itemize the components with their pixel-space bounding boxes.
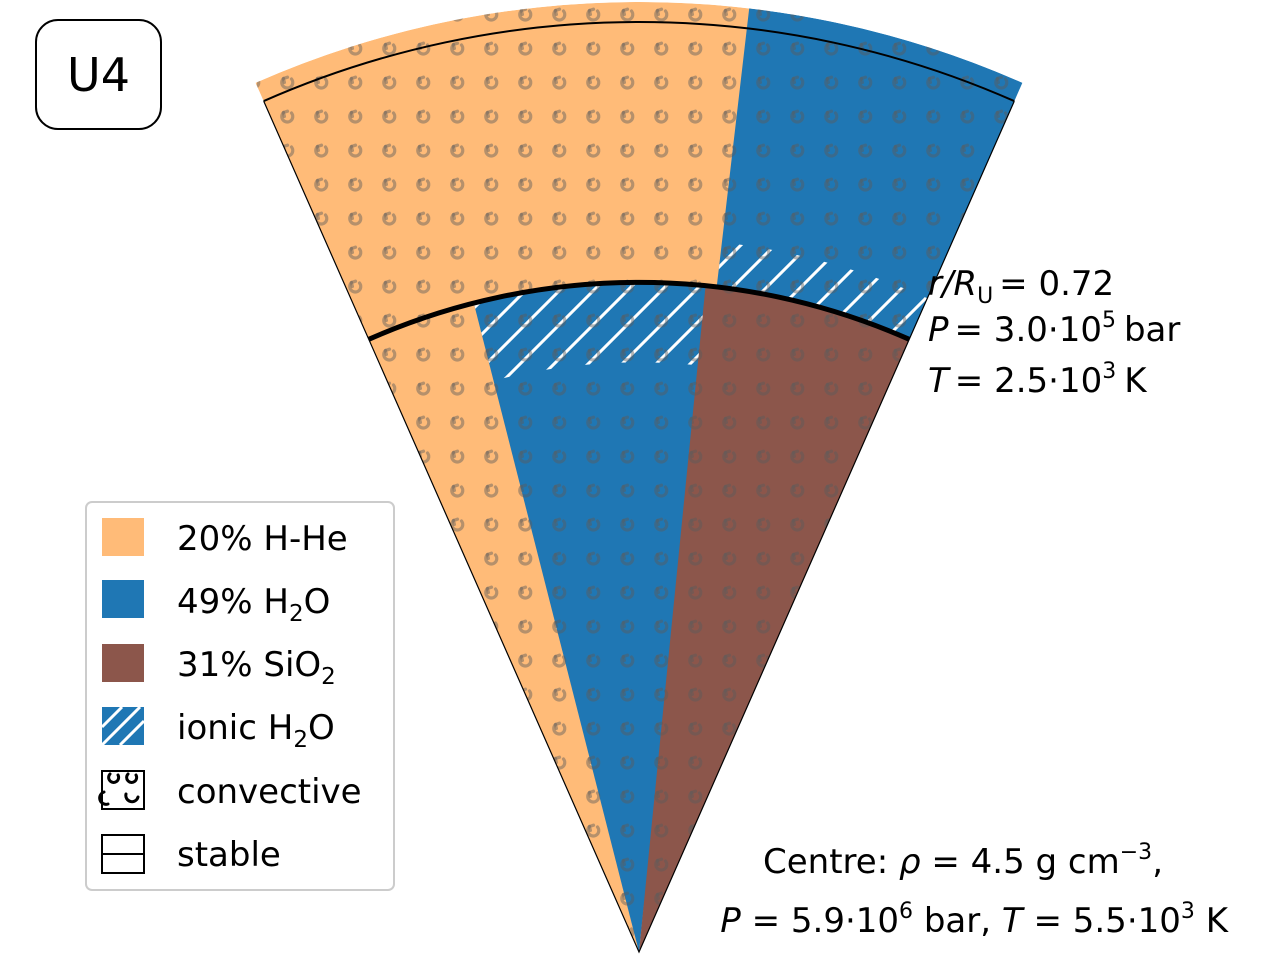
centre-pt-text: P = 5.9·106 bar, T = 5.5·103 K [720, 899, 1229, 941]
boundary-temperature-text: T = 2.5·103 K [928, 359, 1148, 401]
panel-label: U4 [35, 19, 162, 130]
legend-label-ionic: ionic H2O [177, 708, 335, 753]
planet-surface-arc [263, 21, 1015, 103]
legend-label-sio2: 31% SiO2 [177, 645, 336, 690]
legend-item-stable: stable [101, 834, 281, 875]
centre-density-text: Centre: ρ = 4.5 g cm−3, [763, 840, 1163, 882]
legend-swatch-ionic-hatch [100, 705, 146, 747]
legend-swatch-convective-marks [98, 772, 140, 806]
legend-item-convective: convective [98, 770, 362, 812]
legend-label-convective: convective [177, 772, 362, 812]
panel-label-text: U4 [67, 48, 130, 102]
legend-item-ionic: ionic H2O [100, 705, 335, 753]
legend-item-h2o: 49% H2O [102, 580, 330, 627]
boundary-pressure-text: P = 3.0·105 bar [928, 308, 1180, 350]
legend-swatch-h2o [102, 580, 144, 618]
legend-label-stable: stable [177, 835, 281, 875]
wedge-outline [263, 100, 1015, 954]
legend: 20% H-He 49% H2O 31% SiO2 ionic H2O [85, 501, 395, 891]
panel-label-box [35, 19, 162, 130]
legend-swatch-sio2 [102, 644, 144, 682]
centre-annotation: Centre: ρ = 4.5 g cm−3, P = 5.9·106 bar,… [720, 840, 1229, 941]
legend-label-h2o: 49% H2O [177, 582, 330, 627]
boundary-annotation: r/RU = 0.72 P = 3.0·105 bar T = 2.5·103 K [928, 264, 1180, 401]
legend-frame [85, 501, 395, 891]
layer-boundary-arc [367, 279, 911, 342]
legend-item-sio2: 31% SiO2 [102, 644, 336, 690]
boundary-radius-text: r/RU = 0.72 [928, 264, 1114, 309]
legend-label-hhe: 20% H-He [177, 519, 348, 559]
legend-swatch-hhe [102, 518, 144, 556]
legend-item-hhe: 20% H-He [102, 518, 348, 559]
